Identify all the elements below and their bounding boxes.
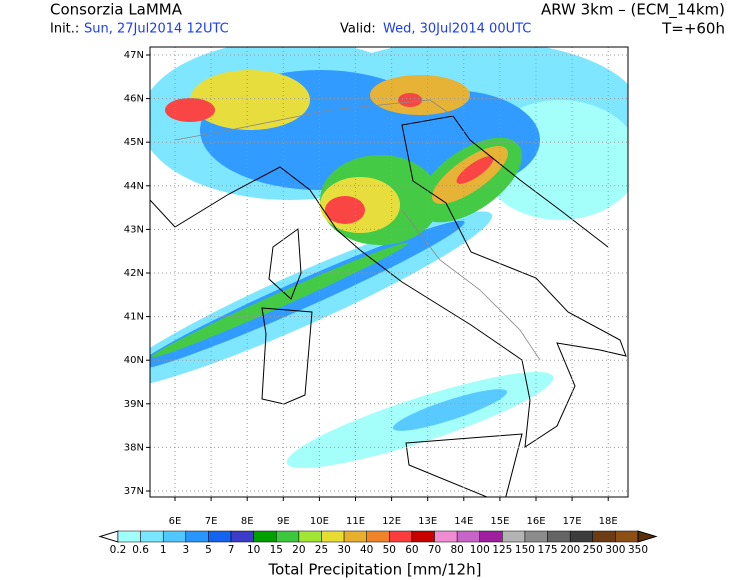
lat-label: 46N: [124, 94, 144, 105]
colorbar-label: Total Precipitation [mm/12h]: [268, 561, 482, 579]
colorbar-tick-label: 3: [182, 544, 189, 556]
lead-time: T=+60h: [661, 20, 725, 38]
lon-label: 15E: [490, 516, 509, 527]
colorbar-tick-label: 7: [228, 544, 235, 556]
colorbar-box: [208, 530, 232, 543]
colorbar-box: [162, 530, 187, 543]
lat-label: 37N: [124, 486, 144, 497]
lon-label: 8E: [241, 516, 254, 527]
graticule: 47N 46N 45N 44N 43N 42N 41N 40N 39N 38N 37N 6E 7E 8E 9…: [124, 47, 628, 527]
colorbar-box: [276, 530, 300, 543]
lon-label: 7E: [205, 516, 218, 527]
lon-label: 16E: [526, 516, 545, 527]
colorbar-box: [479, 530, 503, 543]
colorbar-tick-label: 40: [360, 544, 373, 556]
colorbar-tick-label: 25: [315, 544, 328, 556]
colorbar-tick-label: 20: [292, 544, 305, 556]
colorbar-box: [230, 530, 254, 543]
colorbar-box: [140, 530, 164, 543]
colorbar-box: [456, 530, 480, 543]
valid-label: Valid:: [340, 22, 376, 37]
lat-label: 38N: [124, 442, 144, 453]
colorbar-box: [592, 530, 616, 543]
colorbar-tick-label: 250: [583, 544, 603, 556]
lon-label: 10E: [310, 516, 329, 527]
model: ARW 3km – (ECM_14km): [541, 1, 725, 20]
lat-label: 44N: [124, 181, 144, 192]
colorbar-tick-label: 15: [270, 544, 283, 556]
colorbar-tick-label: 10: [247, 544, 260, 556]
lat-label: 43N: [124, 224, 144, 235]
colorbar-tick-label: 150: [515, 544, 535, 556]
init-label: Init.:: [50, 22, 79, 37]
colorbar-box: [185, 530, 209, 543]
colorbar-tick-label: 80: [450, 544, 463, 556]
colorbar-tick-label: 1: [160, 544, 167, 556]
colorbar-box: [343, 530, 367, 543]
colorbar-low: [98, 530, 119, 543]
lat-label: 42N: [124, 268, 144, 279]
colorbar-tick-label: 5: [205, 544, 212, 556]
lon-label: 13E: [418, 516, 437, 527]
map-field: [150, 47, 628, 497]
colorbar-tick-label: 200: [560, 544, 580, 556]
colorbar-tick-label: 100: [470, 544, 490, 556]
colorbar-tick-label: 30: [337, 544, 350, 556]
lat-label: 39N: [124, 399, 144, 410]
lon-label: 6E: [169, 516, 182, 527]
init-date: Sun, 27Jul2014 12UTC: [84, 22, 229, 37]
lon-label: 17E: [563, 516, 582, 527]
colorbar-tick-label: 70: [428, 544, 441, 556]
colorbar-high: [637, 530, 658, 543]
title: Consorzia LaMMA: [50, 1, 183, 19]
colorbar-box: [547, 530, 571, 543]
colorbar-tick-label: 0.2: [110, 544, 127, 556]
colorbar-box: [253, 530, 277, 543]
colorbar-tick-label: 350: [628, 544, 648, 556]
colorbar-box: [434, 530, 458, 543]
colorbar-box: [569, 530, 594, 543]
colorbar-box: [298, 530, 322, 543]
map-frame: [149, 46, 629, 498]
lat-label: 47N: [124, 50, 144, 61]
lat-label: 45N: [124, 137, 144, 148]
colorbar-box: [117, 530, 141, 543]
colorbar-box: [502, 530, 526, 543]
lon-label: 12E: [382, 516, 401, 527]
colorbar-tick-label: 0.6: [132, 544, 149, 556]
lon-label: 9E: [277, 516, 290, 527]
colorbar-tick-label: 300: [605, 544, 625, 556]
colorbar-tick-label: 50: [383, 544, 396, 556]
colorbar-box: [366, 530, 390, 543]
colorbar-tick-label: 60: [405, 544, 418, 556]
colorbar-tick-label: 175: [538, 544, 558, 556]
colorbar-box: [321, 530, 345, 543]
colorbar-box: [411, 530, 435, 543]
valid-date: Wed, 30Jul2014 00UTC: [383, 22, 531, 37]
lon-label: 18E: [599, 516, 618, 527]
lon-label: 11E: [346, 516, 365, 527]
colorbar-box: [389, 530, 413, 543]
colorbar-box: [615, 530, 639, 543]
colorbar-box: [524, 530, 548, 543]
lon-label: 14E: [454, 516, 473, 527]
lat-label: 40N: [124, 355, 144, 366]
lat-label: 41N: [124, 312, 144, 323]
colorbar-tick-label: 125: [492, 544, 512, 556]
